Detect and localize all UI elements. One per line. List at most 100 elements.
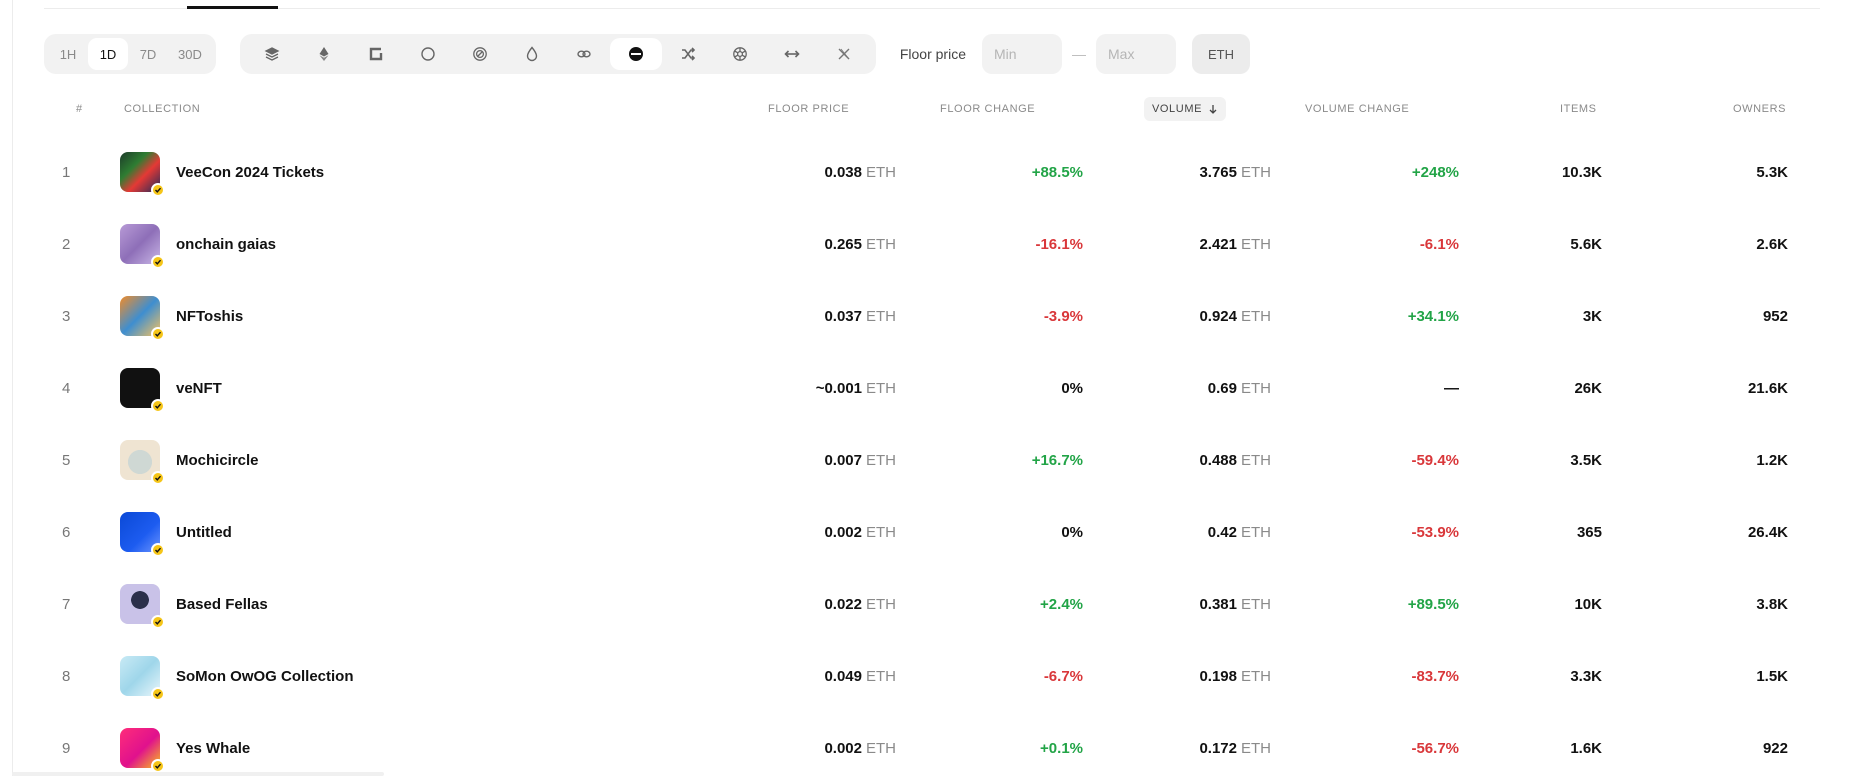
collection-cell[interactable]: VeeCon 2024 Tickets bbox=[120, 136, 324, 208]
chain-x[interactable] bbox=[818, 38, 870, 70]
chain-aperture[interactable] bbox=[714, 38, 766, 70]
items-cell: 1.6K bbox=[1570, 739, 1602, 757]
table-row[interactable]: 5 Mochicircle 0.007 ETH +16.7% 0.488 ETH -59.4%… bbox=[44, 424, 1820, 496]
chain-apechain[interactable] bbox=[350, 38, 402, 70]
floor-change-cell: -3.9% bbox=[1043, 307, 1083, 325]
horizontal-scrollbar[interactable] bbox=[12, 772, 384, 776]
drop-icon bbox=[526, 46, 538, 62]
rank-cell: 6 bbox=[62, 523, 71, 541]
currency-toggle-button[interactable]: ETH bbox=[1192, 34, 1250, 74]
x-chain-icon bbox=[838, 48, 850, 60]
floor-price-cell: 0.049 ETH bbox=[696, 640, 896, 712]
collection-name[interactable]: Mochicircle bbox=[176, 451, 259, 469]
floor-price-cell: 0.265 ETH bbox=[696, 208, 896, 280]
time-range-selector: 1H 1D 7D 30D bbox=[44, 34, 216, 74]
chain-link[interactable] bbox=[558, 38, 610, 70]
ethereum-icon bbox=[319, 47, 329, 61]
collection-cell[interactable]: NFToshis bbox=[120, 280, 243, 352]
collection-name[interactable]: Yes Whale bbox=[176, 739, 251, 757]
volume-unit: ETH bbox=[1241, 307, 1271, 325]
table-row[interactable]: 7 Based Fellas 0.022 ETH +2.4% 0.381 ETH +89.5%… bbox=[44, 568, 1820, 640]
items-cell: 10.3K bbox=[1561, 163, 1602, 181]
chain-shuffle[interactable] bbox=[662, 38, 714, 70]
chain-selector bbox=[239, 34, 876, 74]
collection-cell[interactable]: onchain gaias bbox=[120, 208, 276, 280]
owners-cell: 2.6K bbox=[1756, 235, 1788, 253]
left-divider bbox=[12, 0, 13, 776]
column-header-floor-price[interactable]: FLOOR PRICE bbox=[768, 103, 850, 115]
chain-base[interactable] bbox=[609, 38, 662, 70]
collection-name[interactable]: VeeCon 2024 Tickets bbox=[176, 163, 325, 181]
owners-cell: 1.2K bbox=[1756, 451, 1788, 469]
collection-cell[interactable]: Untitled bbox=[120, 496, 232, 568]
filter-toolbar: 1H 1D 7D 30D bbox=[44, 34, 1250, 74]
floor-price-cell: 0.002 ETH bbox=[696, 496, 896, 568]
column-header-collection[interactable]: COLLECTION bbox=[124, 103, 201, 115]
volume-cell: 0.381 ETH bbox=[1071, 568, 1271, 640]
collection-avatar bbox=[120, 440, 165, 485]
chain-target[interactable] bbox=[454, 38, 506, 70]
collection-avatar bbox=[120, 656, 165, 701]
floor-max-input[interactable] bbox=[1096, 34, 1176, 74]
floor-price-value: ~0.001 bbox=[815, 379, 862, 397]
table-row[interactable]: 2 onchain gaias 0.265 ETH -16.1% 2.421 ETH -6.1… bbox=[44, 208, 1820, 280]
table-row[interactable]: 1 VeeCon 2024 Tickets 0.038 ETH +88.5% 3.765 E… bbox=[44, 136, 1820, 208]
floor-price-value: 0.038 bbox=[824, 163, 862, 181]
arrow-down-icon bbox=[1209, 105, 1217, 114]
floor-price-cell: 0.037 ETH bbox=[696, 280, 896, 352]
collection-avatar bbox=[120, 368, 165, 413]
collection-cell[interactable]: veNFT bbox=[120, 352, 222, 424]
table-row[interactable]: 6 Untitled 0.002 ETH 0% 0.42 ETH -53.9% 365 26.4K bbox=[44, 496, 1820, 568]
arrows-icon bbox=[784, 50, 800, 58]
owners-cell: 922 bbox=[1762, 739, 1788, 757]
verified-badge-icon bbox=[151, 615, 165, 629]
time-filter-1d[interactable]: 1D bbox=[88, 38, 128, 70]
shuffle-icon bbox=[681, 47, 695, 61]
volume-sort-label: VOLUME bbox=[1151, 103, 1203, 115]
table-row[interactable]: 9 Yes Whale 0.002 ETH +0.1% 0.172 ETH -56.7% 1.6… bbox=[44, 712, 1820, 776]
items-cell: 3.3K bbox=[1570, 667, 1602, 685]
table-row[interactable]: 3 NFToshis 0.037 ETH -3.9% 0.924 ETH +34.1% 3K 95… bbox=[44, 280, 1820, 352]
time-filter-1h[interactable]: 1H bbox=[59, 46, 77, 62]
collection-cell[interactable]: Yes Whale bbox=[120, 712, 250, 776]
aperture-icon bbox=[733, 47, 747, 61]
column-header-items[interactable]: ITEMS bbox=[1560, 103, 1597, 115]
column-header-volume-change[interactable]: VOLUME CHANGE bbox=[1305, 103, 1410, 115]
floor-change-cell: 0% bbox=[1061, 523, 1083, 541]
volume-cell: 0.198 ETH bbox=[1071, 640, 1271, 712]
time-filter-7d[interactable]: 7D bbox=[139, 46, 157, 62]
collection-name[interactable]: veNFT bbox=[176, 379, 222, 397]
chain-arrows[interactable] bbox=[766, 38, 818, 70]
table-row[interactable]: 8 SoMon OwOG Collection 0.049 ETH -6.7% 0.198… bbox=[44, 640, 1820, 712]
collection-name[interactable]: SoMon OwOG Collection bbox=[176, 667, 354, 685]
volume-value: 3.765 bbox=[1199, 163, 1237, 181]
collection-name[interactable]: Untitled bbox=[176, 523, 232, 541]
time-filter-30d[interactable]: 30D bbox=[178, 46, 202, 62]
collection-name[interactable]: Based Fellas bbox=[176, 595, 268, 613]
table-row[interactable]: 4 veNFT ~0.001 ETH 0% 0.69 ETH —26K 21.6K bbox=[44, 352, 1820, 424]
column-header-rank: # bbox=[76, 103, 83, 115]
collection-avatar bbox=[120, 152, 165, 197]
apechain-icon bbox=[369, 47, 383, 61]
floor-price-value: 0.049 bbox=[824, 667, 862, 685]
chain-drop[interactable] bbox=[506, 38, 558, 70]
column-header-owners[interactable]: OWNERS bbox=[1733, 103, 1787, 115]
floor-min-input[interactable] bbox=[982, 34, 1062, 74]
collection-cell[interactable]: Based Fellas bbox=[120, 568, 268, 640]
collection-cell[interactable]: Mochicircle bbox=[120, 424, 259, 496]
collection-cell[interactable]: SoMon OwOG Collection bbox=[120, 640, 354, 712]
collection-name[interactable]: NFToshis bbox=[176, 307, 244, 325]
chain-ethereum[interactable] bbox=[298, 38, 350, 70]
collection-name[interactable]: onchain gaias bbox=[176, 235, 277, 253]
rank-cell: 4 bbox=[62, 379, 71, 397]
volume-value: 0.42 bbox=[1207, 523, 1237, 541]
collection-avatar bbox=[120, 296, 165, 341]
volume-change-cell: +248% bbox=[1411, 163, 1459, 181]
floor-price-cell: 0.022 ETH bbox=[696, 568, 896, 640]
column-header-floor-change[interactable]: FLOOR CHANGE bbox=[940, 103, 1036, 115]
column-header-volume[interactable]: VOLUME bbox=[1144, 97, 1226, 121]
owners-cell: 26.4K bbox=[1747, 523, 1788, 541]
chain-all[interactable] bbox=[246, 38, 298, 70]
floor-price-unit: ETH bbox=[866, 307, 896, 325]
chain-circle[interactable] bbox=[402, 38, 454, 70]
